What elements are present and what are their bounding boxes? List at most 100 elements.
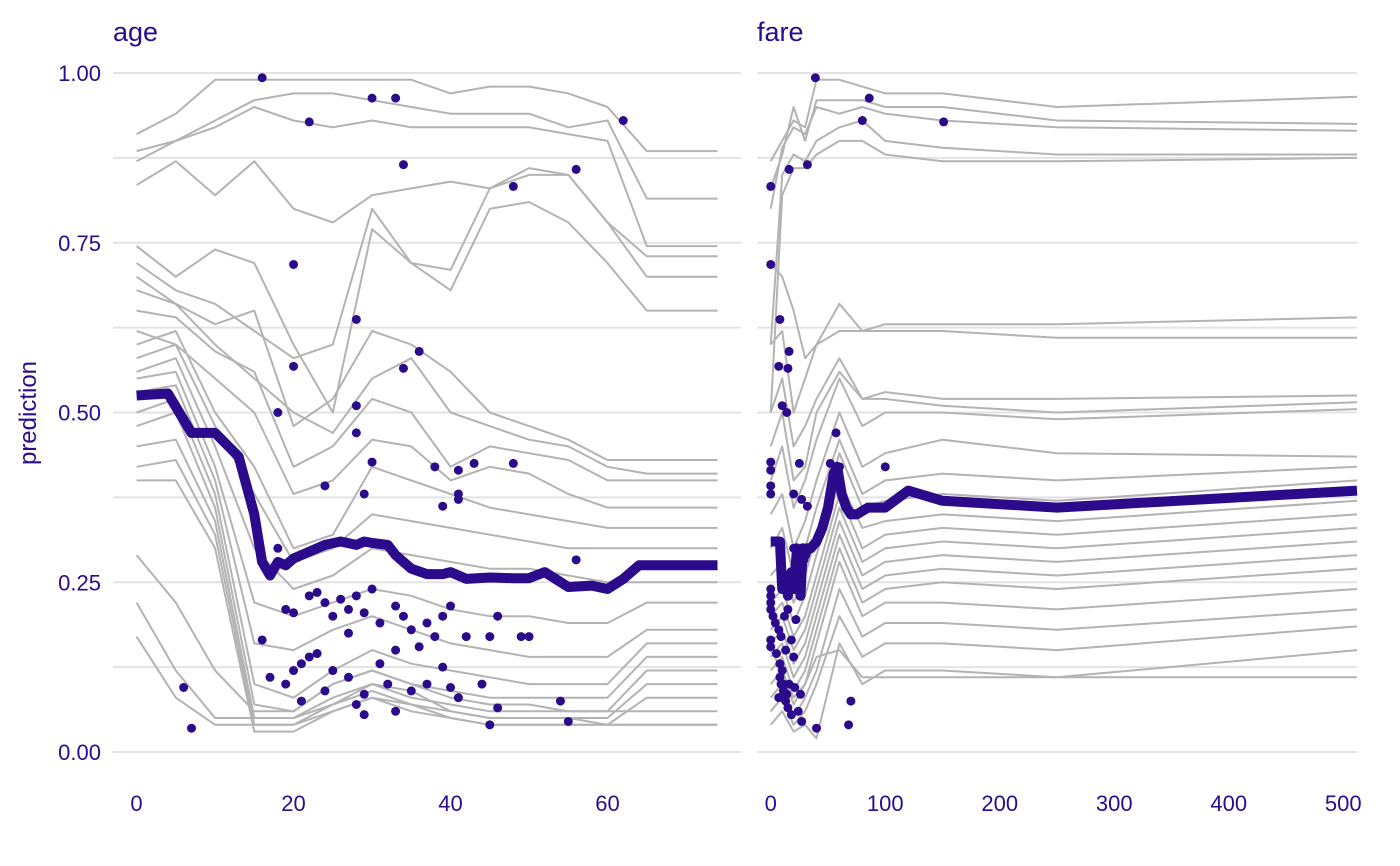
observation-point (328, 666, 338, 676)
observation-point (766, 259, 776, 269)
observation-point (831, 428, 841, 438)
observation-point (304, 591, 314, 601)
observation-point (187, 723, 196, 733)
observation-point (793, 706, 803, 716)
observation-point (257, 73, 267, 83)
x-tick-label: 40 (438, 791, 462, 816)
panel-age-gridlines (113, 72, 741, 753)
observation-point (766, 598, 776, 608)
observation-point (406, 686, 416, 696)
ice-curve (136, 78, 718, 153)
y-tick-label: 0.00 (58, 740, 101, 765)
ice-curve (136, 275, 718, 461)
observation-point (783, 703, 793, 713)
observation-point (774, 625, 784, 635)
observation-point (766, 489, 776, 499)
y-tick-label: 1.00 (58, 61, 101, 86)
ice-curve (136, 330, 718, 509)
observation-point (328, 611, 338, 621)
ice-curve (769, 377, 1358, 509)
observation-point (375, 659, 385, 669)
observation-point (493, 703, 503, 713)
observation-point (939, 117, 949, 127)
observation-point (289, 361, 299, 371)
ice-curve (769, 78, 1358, 162)
observation-point (179, 682, 189, 692)
observation-point (777, 666, 787, 676)
observation-point (289, 666, 299, 676)
y-tick-label: 0.50 (58, 401, 101, 426)
ice-curve (769, 302, 1357, 414)
observation-point (257, 635, 267, 645)
observation-point (784, 164, 794, 174)
ice-curve (769, 139, 1358, 413)
panel-age-title: age (113, 17, 158, 47)
observation-point (774, 361, 784, 371)
observation-point (774, 693, 784, 703)
ice-curve (135, 636, 718, 726)
observation-point (794, 458, 804, 468)
ice-curve (136, 459, 718, 726)
x-tick-label: 0 (130, 791, 142, 816)
observation-point (398, 363, 408, 373)
ice-curve (769, 119, 1357, 345)
panel-fare: 0 100 200 300 400 500 fare (757, 17, 1362, 816)
observation-point (367, 584, 377, 594)
observation-point (375, 618, 385, 628)
observation-point (281, 604, 291, 614)
observation-point (781, 645, 791, 655)
observation-point (776, 632, 786, 642)
observation-point (768, 611, 778, 621)
x-tick-label: 0 (765, 791, 777, 816)
observation-point (789, 489, 799, 499)
observation-point (312, 649, 322, 659)
observation-point (367, 93, 377, 103)
panel-fare-title: fare (757, 17, 804, 47)
ice-curve (136, 397, 718, 699)
y-axis-title: prediction (15, 361, 42, 465)
y-axis-title-group: prediction (15, 361, 42, 465)
observation-point (281, 679, 291, 689)
observation-point (791, 615, 801, 625)
observation-point (446, 601, 456, 611)
ice-curve (136, 160, 718, 258)
observation-point (571, 164, 581, 174)
observation-point (766, 604, 776, 614)
ice-curve (136, 201, 718, 360)
observation-point (880, 462, 890, 472)
x-tick-label: 400 (1210, 791, 1247, 816)
y-tick-label: 0.75 (58, 231, 101, 256)
observation-point (555, 696, 565, 706)
observation-point (398, 611, 408, 621)
observation-point (796, 689, 806, 699)
observation-point (320, 481, 330, 491)
ice-curve (136, 411, 718, 713)
x-tick-label: 60 (595, 791, 619, 816)
observation-point (453, 465, 463, 475)
observation-point (766, 584, 776, 594)
panel-age-ice-curves (135, 78, 718, 733)
observation-point (273, 543, 283, 553)
observation-point (422, 679, 432, 689)
y-tick-label: 0.25 (58, 570, 101, 595)
observation-point (786, 635, 796, 645)
panel-fare-pdp (770, 461, 1358, 601)
observation-point (618, 116, 628, 126)
observation-point (351, 428, 361, 438)
observation-point (320, 686, 330, 696)
observation-point (485, 720, 495, 730)
x-tick-label: 500 (1325, 791, 1362, 816)
panel-age-pdp (136, 388, 718, 594)
y-tick-labels: 0.00 0.25 0.50 0.75 1.00 (58, 61, 101, 765)
panel-fare-observations (766, 73, 949, 733)
ice-curve (769, 106, 1358, 209)
observation-point (273, 408, 283, 417)
observation-point (359, 489, 369, 499)
observation-point (846, 696, 856, 706)
observation-point (781, 696, 791, 706)
observation-point (775, 314, 785, 324)
observation-point (438, 662, 448, 672)
observation-point (571, 555, 581, 565)
observation-point (563, 716, 573, 726)
observation-point (391, 706, 401, 716)
